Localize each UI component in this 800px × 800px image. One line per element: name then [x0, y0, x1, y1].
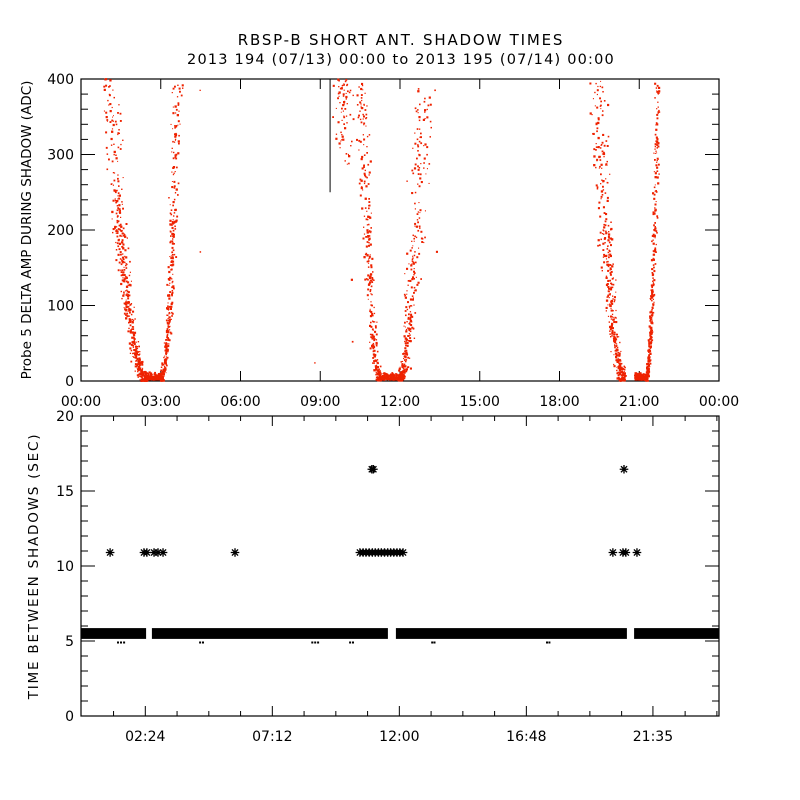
top-y-tick-label: 0	[65, 374, 74, 390]
bottom-x-tick-label: 02:24	[125, 729, 165, 745]
band-fringe-dot	[548, 641, 551, 644]
top-panel-axes: 00:00 03:00 06:00 09:00 12:00 15:00 18:00 21:00…	[47, 72, 739, 410]
top-x-tick-label: 00:00	[699, 394, 739, 410]
band-fringe-dot	[352, 641, 354, 644]
bottom-y-tick-label: 5	[65, 634, 74, 650]
band-fringe-dot	[431, 641, 434, 644]
top-y-tick-label: 200	[47, 223, 74, 239]
asterisk-marker	[230, 548, 240, 557]
top-y-tick-label: 100	[47, 299, 74, 315]
bottom-x-tick-label: 16:48	[506, 729, 546, 745]
band-fringe-dot	[202, 641, 204, 644]
top-panel-ylabel: Probe 5 DELTA AMP DURING SHADOW (ADC)	[19, 81, 35, 380]
bottom-panel-axes: 02:24 07:12 12:00 16:48 21:35 0 5 10 15 20	[56, 409, 720, 745]
top-y-tick-label: 300	[47, 148, 74, 164]
band-fringe-dot	[314, 641, 317, 644]
asterisk-marker	[398, 548, 408, 557]
top-panel-scatter-points	[103, 78, 661, 382]
bottom-y-tick-label: 20	[56, 409, 74, 425]
asterisk-marker	[621, 548, 631, 557]
bottom-x-tick-label: 12:00	[379, 729, 419, 745]
asterisk-marker	[158, 548, 168, 557]
top-x-tick-label: 21:00	[619, 394, 659, 410]
shadow-interval-band-segment	[151, 628, 388, 639]
band-fringe-dot	[117, 641, 119, 644]
bottom-x-tick-label: 07:12	[252, 729, 292, 745]
shadow-interval-band-segment	[81, 628, 147, 639]
top-x-tick-label: 09:00	[300, 394, 340, 410]
top-y-tick-label: 400	[47, 72, 74, 88]
asterisk-marker	[153, 548, 163, 557]
asterisk-marker	[105, 548, 115, 557]
figure-subtitle: 2013 194 (07/13) 00:00 to 2013 195 (07/1…	[187, 52, 615, 68]
shadow-interval-band-segment	[634, 628, 719, 639]
asterisk-marker	[369, 464, 378, 474]
band-fringe-dot	[311, 641, 314, 644]
shadow-interval-band-segment	[395, 628, 627, 639]
bottom-y-tick-label: 15	[56, 484, 74, 500]
bottom-y-tick-label: 10	[56, 559, 74, 575]
band-fringe-dot	[123, 641, 126, 644]
bottom-panel-markers	[81, 464, 719, 644]
top-x-tick-label: 12:00	[380, 394, 420, 410]
asterisk-marker	[632, 548, 642, 557]
band-fringe-dot	[433, 641, 436, 644]
band-fringe-dot	[120, 641, 122, 644]
bottom-x-tick-label: 21:35	[633, 729, 673, 745]
band-fringe-dot	[349, 641, 352, 644]
top-x-tick-label: 00:00	[61, 394, 101, 410]
asterisk-marker	[619, 464, 629, 474]
top-x-tick-label: 06:00	[220, 394, 260, 410]
figure-title: RBSP-B SHORT ANT. SHADOW TIMES	[238, 31, 564, 49]
bottom-panel-ylabel: TIME BETWEEN SHADOWS (SEC)	[26, 433, 42, 701]
asterisk-marker	[608, 548, 618, 557]
band-fringe-dot	[546, 641, 548, 644]
asterisk-marker	[142, 548, 152, 557]
band-fringe-dot	[317, 641, 320, 644]
band-fringe-dot	[199, 641, 202, 644]
top-x-tick-label: 15:00	[460, 394, 500, 410]
top-x-tick-label: 03:00	[141, 394, 181, 410]
top-x-tick-label: 18:00	[539, 394, 579, 410]
bottom-y-tick-label: 0	[65, 709, 74, 725]
